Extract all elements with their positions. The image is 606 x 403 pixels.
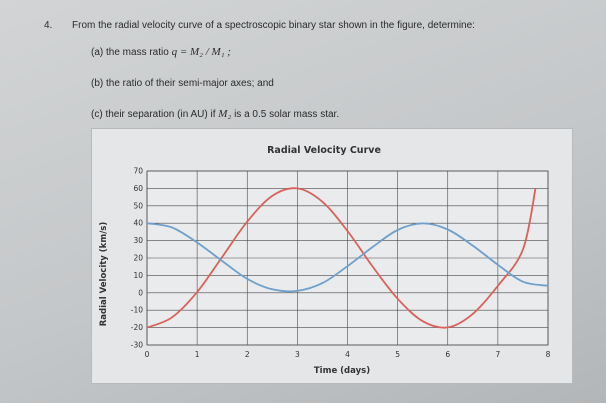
mass-ratio-formula: q = M₂ / M₁ ; <box>171 46 231 58</box>
question-part-b: (b) the ratio of their semi-major axes; … <box>91 78 274 89</box>
radial-velocity-chart: Radial Velocity Curve Radial Velocity (k… <box>99 145 551 376</box>
y-tick-label: -10 <box>131 306 143 315</box>
y-tick-label: 50 <box>133 201 143 210</box>
y-axis-title: Radial Velocity (km/s) <box>99 222 109 327</box>
y-tick-label: 20 <box>133 254 143 263</box>
series-line-1 <box>146 187 537 329</box>
question-stem: From the radial velocity curve of a spec… <box>72 20 475 31</box>
x-tick-label: 7 <box>495 350 500 359</box>
x-axis-title: Time (days) <box>314 366 370 376</box>
x-tick-label: 5 <box>395 350 400 359</box>
question-number: 4. <box>44 20 53 31</box>
question-part-c: (c) their separation (in AU) if M₂ is a … <box>91 108 339 120</box>
part-c-text: (c) their separation (in AU) if <box>91 109 216 120</box>
x-tick-label: 0 <box>145 350 150 359</box>
question-part-a: (a) the mass ratio q = M₂ / M₁ ; <box>91 46 231 58</box>
x-tick-label: 8 <box>546 350 551 359</box>
series-lines <box>146 187 549 329</box>
part-a-text: (a) the mass ratio <box>91 47 169 58</box>
y-tick-label: 30 <box>133 236 143 245</box>
y-tick-label: 10 <box>133 271 143 280</box>
series-line-2 <box>146 222 549 293</box>
y-tick-label: 60 <box>133 184 143 193</box>
chart-title: Radial Velocity Curve <box>267 145 381 156</box>
x-tick-label: 1 <box>195 350 200 359</box>
y-tick-label: 40 <box>133 219 143 228</box>
chart-container: Radial Velocity Curve Radial Velocity (k… <box>92 129 572 383</box>
y-tick-label: -20 <box>131 323 143 332</box>
grid <box>146 170 549 346</box>
mass-symbol: M₂ <box>218 108 232 120</box>
y-tick-label: 70 <box>133 167 143 176</box>
y-tick-label: 0 <box>138 288 143 297</box>
x-tick-label: 3 <box>295 350 300 359</box>
x-tick-label: 6 <box>445 350 450 359</box>
y-tick-label: -30 <box>131 341 143 350</box>
tick-labels: -30 -20 -10 0 10 20 30 40 50 60 70 0 1 2 3 4 5 6 7 8 <box>131 167 551 360</box>
part-c-suffix: is a 0.5 solar mass star. <box>234 109 340 120</box>
x-tick-label: 2 <box>245 350 250 359</box>
x-tick-label: 4 <box>345 350 350 359</box>
